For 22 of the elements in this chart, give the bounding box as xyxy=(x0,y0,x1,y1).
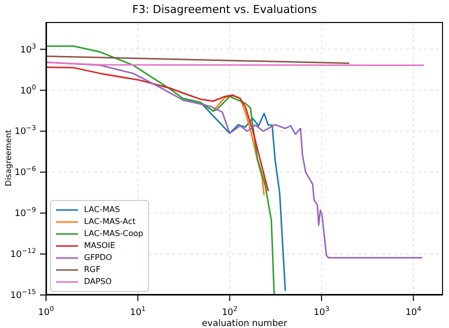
legend-label: LAC-MAS xyxy=(84,204,120,216)
x-tick-label: 10$^{4}$ xyxy=(406,305,422,318)
x-axis-title: evaluation number xyxy=(202,319,288,328)
legend-label: DAPSO xyxy=(84,276,112,288)
legend-label: LAC-MAS-Act xyxy=(84,216,136,228)
y-tick-label: 10$^{−3}$ xyxy=(14,124,36,138)
y-tick-label: 10$^{−15}$ xyxy=(10,288,36,301)
y-tick-label: 10$^{3}$ xyxy=(20,42,36,56)
y-tick-label: 10$^{−6}$ xyxy=(14,165,36,178)
y-axis-title: Disagreement xyxy=(4,130,13,186)
x-tick-label: 10$^{2}$ xyxy=(222,305,238,318)
y-tick-label: 10$^{−12}$ xyxy=(10,247,36,260)
legend-label: GFPDO xyxy=(84,252,112,264)
y-tick-label: 10$^{−9}$ xyxy=(14,206,36,220)
y-tick-label: 10$^{0}$ xyxy=(20,83,36,96)
legend-label: LAC-MAS-Coop xyxy=(84,228,144,240)
x-tick-label: 10$^{3}$ xyxy=(314,305,330,318)
x-tick-label: 10$^{0}$ xyxy=(38,305,54,318)
legend-label: RGF xyxy=(84,264,100,276)
x-tick-label: 10$^{1}$ xyxy=(130,305,146,318)
chart-title: F3: Disagreement vs. Evaluations xyxy=(131,3,318,16)
legend-label: MASOIE xyxy=(84,240,116,252)
